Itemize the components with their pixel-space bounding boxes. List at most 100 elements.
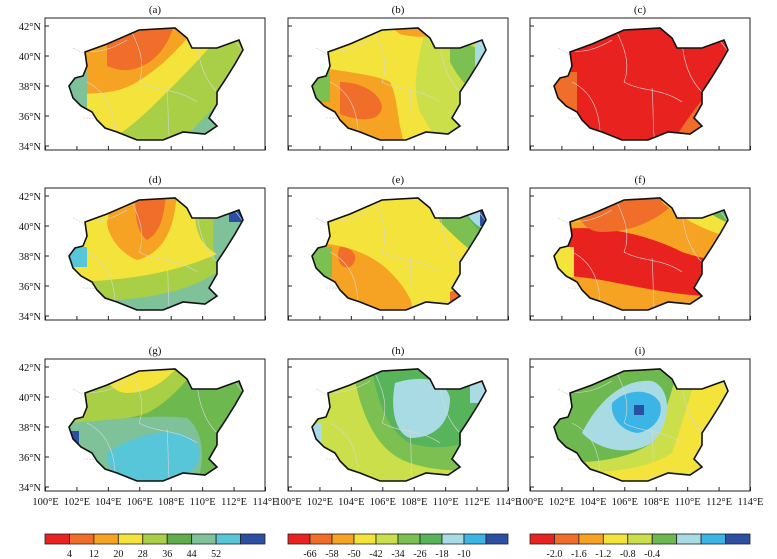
lat-label: 34°N (19, 483, 42, 494)
colorbar-swatch (578, 533, 604, 545)
colorbar-tick-label: 52 (211, 549, 221, 559)
colorbar-tick-label: -1.2 (595, 549, 611, 559)
province-boundary (369, 198, 386, 253)
lat-label: 38°N (19, 423, 42, 434)
lon-label: 114°E (738, 497, 764, 508)
lon-label: 100°E (275, 497, 301, 508)
lon-label: 112°E (706, 497, 732, 508)
province-boundary (166, 428, 172, 481)
colorbar-tick-label: -50 (347, 549, 360, 559)
lon-label: 110°E (190, 497, 216, 508)
region-outline (68, 27, 244, 141)
lat-label: 36°N (19, 112, 42, 123)
map-panel-a: (a) 42°N 40°N 38°N 36°N 34°N (19, 4, 266, 153)
province-boundary (651, 257, 657, 310)
colorbar-swatch (602, 533, 629, 545)
lon-label: 112°E (464, 497, 490, 508)
panel-label: (c) (634, 4, 647, 16)
region-outline (553, 368, 729, 482)
colorbar-swatch (554, 533, 580, 545)
contour-band (338, 247, 356, 268)
colorbar-swatch (725, 533, 751, 545)
colorbar-tick-label: -58 (325, 549, 338, 559)
region-outline (311, 27, 487, 141)
colorbar-swatch (69, 533, 95, 545)
lon-label: 110°E (675, 497, 701, 508)
contour-band (370, 28, 480, 37)
region-outline (68, 368, 244, 482)
province-boundary (409, 87, 415, 140)
colorbar-swatch (700, 533, 726, 545)
colorbar-1: 4 12 20 28 36 44 52 (44, 533, 266, 559)
colorbar-tick-label: 12 (89, 549, 99, 559)
colorbar-tick-label: 28 (138, 549, 148, 559)
colorbar-swatch (331, 533, 355, 545)
lon-label: 108°E (401, 497, 427, 508)
colorbar-swatch (397, 533, 421, 545)
colorbar-swatch (375, 533, 399, 545)
colorbar-tick-label: 20 (113, 549, 123, 559)
lat-label: 34°N (19, 142, 42, 153)
map-panel-i: (i) 100°E 102°E 104°E 106°E 108°E 110°E 112°E 11… (517, 345, 763, 508)
province-boundary (611, 369, 628, 424)
colorbars: 4 12 20 28 36 44 52 -66 -58 -50 -42 -34 -26 -18 -10 -2.… (44, 533, 751, 559)
colorbar-swatch (215, 533, 241, 545)
lon-label: 106°E (370, 497, 396, 508)
lon-label: 106°E (127, 497, 153, 508)
lon-label: 114°E (496, 497, 522, 508)
province-boundary (611, 198, 628, 253)
lat-label: 42°N (19, 192, 42, 203)
lon-label: 104°E (338, 497, 364, 508)
contour-band (312, 72, 330, 102)
province-boundary (166, 257, 172, 310)
colorbar-tick-label: -42 (369, 549, 382, 559)
panel-label: (f) (635, 174, 646, 186)
lon-label: 102°E (549, 497, 575, 508)
contour-band (554, 72, 577, 112)
map-panel-g: (g) 42°N 40°N 38°N 36°N 34°N 100°E 102°E 104°E 10… (19, 345, 279, 508)
colorbar-swatch (627, 533, 653, 545)
province-boundary (651, 87, 657, 140)
region-outline (553, 27, 729, 141)
colorbar-swatch (117, 533, 144, 545)
contour-band (69, 247, 87, 267)
panel-label: (g) (149, 345, 162, 357)
lon-label: 110°E (433, 497, 459, 508)
colorbar-tick-label: -66 (303, 549, 316, 559)
colorbar-tick-label: -0.4 (644, 549, 660, 559)
lon-label: 100°E (517, 497, 543, 508)
map-panel-f: (f) (529, 174, 751, 321)
panel-label: (i) (635, 345, 646, 357)
lat-label: 42°N (19, 22, 42, 33)
colorbar-tick-label: 44 (187, 549, 197, 559)
colorbar-swatch (287, 533, 311, 545)
colorbar-swatch (240, 533, 266, 545)
contour-band (135, 198, 167, 240)
colorbar-swatch (676, 533, 702, 545)
colorbar-swatch (44, 533, 70, 545)
lon-label: 108°E (158, 497, 184, 508)
colorbar-swatch (166, 533, 193, 545)
study-region (68, 368, 244, 482)
lat-label: 38°N (19, 82, 42, 93)
colorbar-swatch (309, 533, 333, 545)
colorbar-tick-label: 36 (162, 549, 172, 559)
colorbar-swatch (441, 533, 465, 545)
lon-label: 102°E (307, 497, 333, 508)
province-boundary (409, 428, 415, 481)
colorbar-swatch (93, 533, 119, 545)
colorbar-swatch (463, 533, 487, 545)
colorbar-tick-label: -2.0 (547, 549, 563, 559)
contour-band (393, 378, 450, 438)
colorbar-swatch (529, 533, 555, 545)
lon-label: 106°E (612, 497, 638, 508)
region-outline (311, 368, 487, 482)
lat-label: 40°N (19, 52, 42, 63)
panel-label: (a) (149, 4, 162, 16)
region-outline (68, 197, 244, 311)
map-panel-h: (h) 100°E 102°E 104°E 106°E 108°E 110°E 112°E 11… (275, 345, 521, 508)
colorbar-tick-label: -34 (391, 549, 404, 559)
lon-label: 104°E (580, 497, 606, 508)
panel-label: (h) (392, 345, 405, 357)
